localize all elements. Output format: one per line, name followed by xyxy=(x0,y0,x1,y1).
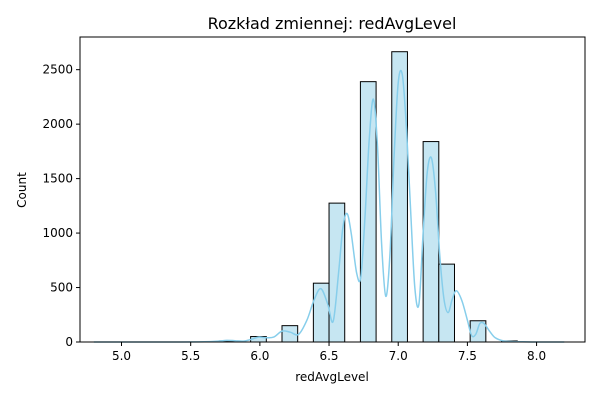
y-ticks-group: 0 500 1000 1500 2000 2500 xyxy=(42,63,80,349)
x-tick-label: 6.5 xyxy=(319,349,338,363)
chart-title: Rozkład zmiennej: redAvgLevel xyxy=(208,14,457,33)
y-tick-label: 2500 xyxy=(42,63,73,77)
histogram-bar xyxy=(359,81,377,343)
histogram-bar xyxy=(312,282,330,343)
bars-group xyxy=(218,51,518,343)
x-tick-label: 5.0 xyxy=(112,349,131,363)
x-tick-label: 6.0 xyxy=(250,349,269,363)
x-tick-label: 7.0 xyxy=(389,349,408,363)
histogram-bar xyxy=(422,141,440,343)
x-tick-label: 5.5 xyxy=(181,349,200,363)
kde-line xyxy=(93,69,565,343)
y-axis-label: Count xyxy=(15,172,29,208)
x-tick-label: 7.5 xyxy=(458,349,477,363)
x-ticks-group: 5.0 5.5 6.0 6.5 7.0 7.5 8.0 xyxy=(112,342,546,363)
histogram-bar xyxy=(391,51,408,343)
plot-frame xyxy=(79,36,586,343)
y-tick-label: 0 xyxy=(65,335,73,349)
y-tick-label: 1500 xyxy=(42,172,73,186)
y-tick-label: 500 xyxy=(50,281,73,295)
kde-group xyxy=(93,69,565,343)
y-tick-label: 2000 xyxy=(42,117,73,131)
x-tick-label: 8.0 xyxy=(527,349,546,363)
y-tick-label: 1000 xyxy=(42,226,73,240)
x-axis-label: redAvgLevel xyxy=(295,370,369,384)
